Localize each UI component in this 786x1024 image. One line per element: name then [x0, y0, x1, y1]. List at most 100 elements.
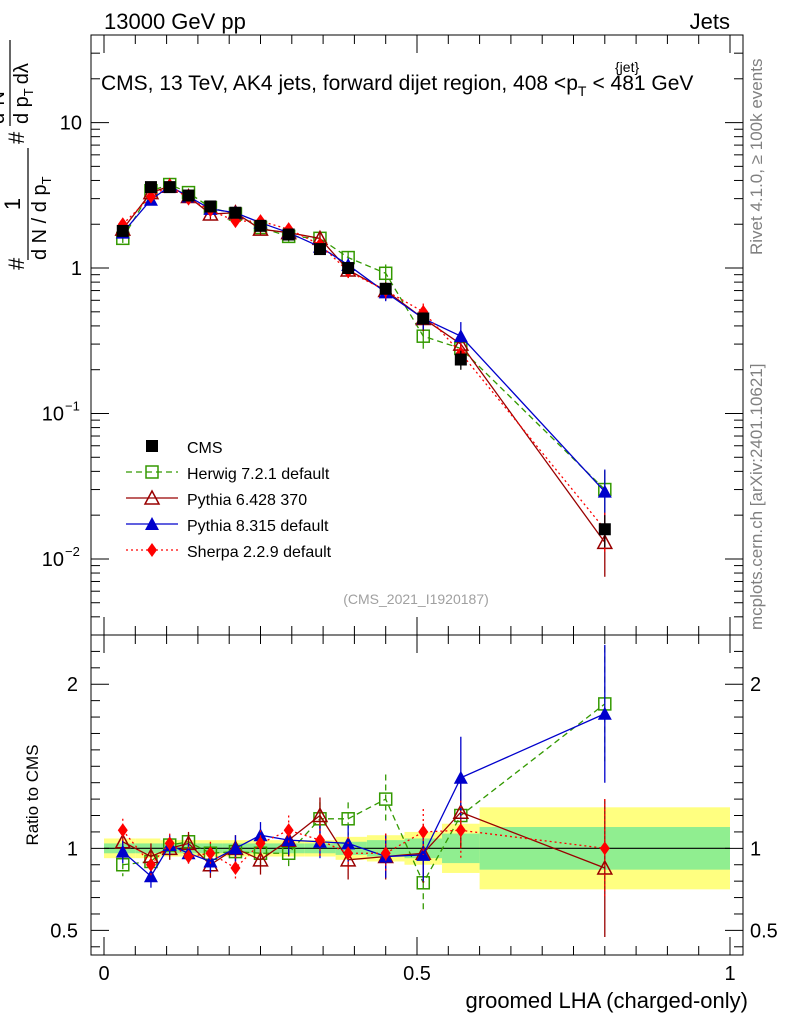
- legend-label: Herwig 7.2.1 default: [187, 466, 330, 483]
- ratio-point-sherpa: [145, 857, 156, 872]
- x-axis-label: groomed LHA (charged-only): [466, 988, 748, 1013]
- legend-marker: [147, 543, 157, 557]
- legend: CMS Herwig 7.2.1 default Pythia 6.428 370 P…: [126, 440, 332, 561]
- ylabel-denom-sub: T: [21, 88, 36, 96]
- ratio-point-sherpa: [380, 846, 391, 861]
- series-line-herwig: [122, 183, 606, 491]
- ratio-point-sherpa: [230, 861, 241, 876]
- ratio-panel-frame: [90, 634, 744, 956]
- x-tick-label: 1: [724, 963, 735, 985]
- ratio-point-herwig: [378, 792, 393, 806]
- chart-title: CMS, 13 TeV, AK4 jets, forward dijet reg…: [101, 72, 693, 99]
- data-point-cms: [229, 206, 242, 219]
- top-y-tick-label-exp: −2: [65, 544, 80, 559]
- energy-label: 13000 GeV pp: [104, 9, 246, 34]
- ratio-point-pythia6: [311, 806, 329, 823]
- data-point-cms: [204, 200, 217, 213]
- ratio-y-tick-label-right: 1: [750, 838, 761, 860]
- ratio-point-pythia6: [339, 851, 357, 867]
- ratio-y-tick-label: 1: [67, 838, 78, 860]
- ratio-point-sherpa: [418, 824, 429, 839]
- ratio-point-sherpa: [314, 833, 325, 848]
- legend-item-cms: CMS: [146, 440, 223, 457]
- ratio-ylabel: Ratio to CMS: [23, 744, 42, 845]
- data-point-cms: [282, 228, 295, 241]
- title-suffix: < 481 GeV: [592, 72, 693, 95]
- ratio-axes: 0.5 0.5 1 1 2 2 0 0.5 1: [50, 635, 778, 985]
- ratio-point-sherpa: [183, 849, 194, 864]
- title-sub: T: [578, 83, 587, 99]
- data-point-cms: [163, 181, 176, 194]
- rivet-label: Rivet 4.1.0, ≥ 100k events: [747, 59, 766, 255]
- ylabel-denom-dp: d p: [11, 96, 33, 124]
- ratio-line-herwig: [122, 703, 606, 885]
- ratio-point-pythia8: [228, 841, 243, 855]
- series-cms: [116, 181, 611, 548]
- legend-label: Pythia 8.315 default: [187, 518, 329, 535]
- ylabel-d2n: d2N: [0, 91, 9, 124]
- ratio-point-pythia6: [252, 851, 269, 867]
- legend-label: Sherpa 2.2.9 default: [187, 544, 332, 561]
- data-point-cms: [342, 262, 355, 275]
- legend-marker: [146, 440, 158, 452]
- data-point-pythia8: [597, 484, 612, 498]
- ratio-point-sherpa: [343, 846, 354, 861]
- x-tick-label: 0.5: [403, 963, 431, 985]
- data-point-cms: [313, 243, 326, 256]
- x-tick-label: 0: [98, 963, 109, 985]
- legend-marker: [143, 489, 161, 505]
- ylabel-dn-main: d N / d p: [29, 184, 51, 260]
- title-prefix: CMS, 13 TeV, AK4 jets, forward dijet reg…: [101, 72, 578, 95]
- ratio-point-sherpa: [117, 823, 128, 838]
- ratio-point-sherpa: [283, 823, 294, 838]
- title-sup: {jet}: [615, 59, 639, 75]
- ratio-series-sherpa: [117, 799, 610, 898]
- legend-item-pythia8: Pythia 8.315 default: [126, 517, 329, 535]
- ylabel-denom: d pTdλ: [11, 63, 36, 124]
- ratio-point-sherpa: [164, 836, 175, 851]
- legend-label: Pythia 6.428 370: [187, 492, 307, 509]
- data-point-cms: [116, 224, 129, 237]
- ratio-point-sherpa: [255, 836, 266, 851]
- ylabel-dn-sub: T: [39, 176, 54, 184]
- data-point-cms: [182, 189, 195, 202]
- data-point-cms: [144, 181, 157, 194]
- data-point-cms: [417, 312, 430, 325]
- ratio-point-pythia8: [203, 854, 218, 868]
- data-point-pythia8: [453, 329, 468, 343]
- ratio-point-sherpa: [599, 841, 610, 856]
- ratio-y-tick-label: 2: [67, 674, 78, 696]
- mcplots-label: mcplots.cern.ch [arXiv:2401.10621]: [747, 364, 766, 630]
- ratio-y-tick-label-right: 0.5: [750, 920, 778, 942]
- ratio-y-tick-label: 0.5: [50, 920, 78, 942]
- ylabel-dn: d N / d pT: [29, 176, 54, 260]
- ylabel-denom-dl: dλ: [11, 63, 33, 84]
- ylabel-one: 1: [0, 198, 25, 210]
- top-y-tick-label-exp: −1: [65, 398, 80, 413]
- ratio-point-sherpa: [205, 846, 216, 861]
- data-point-cms: [379, 282, 392, 295]
- ylabel-d2n-d: d: [0, 113, 9, 124]
- legend-item-herwig: Herwig 7.2.1 default: [126, 465, 330, 483]
- ratio-point-pythia8: [453, 770, 468, 784]
- data-point-cms: [454, 353, 467, 366]
- legend-marker: [145, 517, 159, 530]
- legend-label: CMS: [187, 440, 223, 457]
- ratio-point-pythia8: [143, 869, 158, 883]
- data-point-cms: [254, 219, 267, 232]
- top-y-tick-label: 10: [42, 549, 64, 571]
- legend-item-pythia6: Pythia 6.428 370: [126, 489, 307, 509]
- ylabel-hash2: #: [4, 131, 29, 144]
- ratio-point-pythia8: [281, 833, 296, 847]
- ylabel-d2n-n: N: [0, 91, 9, 105]
- top-y-tick-label: 10: [42, 403, 64, 425]
- ratio-point-herwig: [341, 812, 355, 826]
- ratio-y-tick-label-right: 2: [750, 674, 761, 696]
- analysis-id: (CMS_2021_I1920187): [343, 591, 489, 607]
- ratio-series-layer: [114, 644, 614, 937]
- top-y-tick-label: 1: [71, 258, 82, 280]
- data-point-cms: [598, 523, 611, 536]
- process-label: Jets: [690, 9, 730, 34]
